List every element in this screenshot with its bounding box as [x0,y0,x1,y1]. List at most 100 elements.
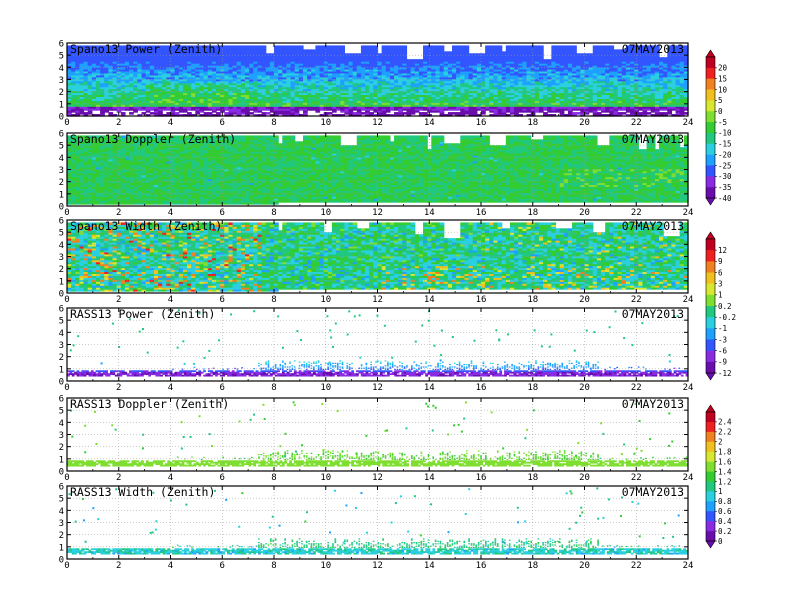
cell [435,45,440,48]
cell [464,45,469,48]
cell [369,45,374,48]
cell [481,53,486,56]
cell [440,45,445,48]
cell [547,59,552,62]
cell [224,45,229,48]
cell [659,57,664,60]
cell [266,112,271,115]
cell [394,112,399,115]
cell [597,112,602,115]
cell [564,45,569,48]
cell [336,45,341,48]
cell [576,53,581,56]
cell [241,45,246,48]
cell [576,112,581,115]
cell [543,112,548,115]
cell [394,45,399,48]
cell [473,53,478,56]
cell [315,45,320,48]
cell [282,45,287,48]
cell [349,53,354,56]
cell [448,112,453,115]
cell [539,45,544,48]
cell [344,53,349,56]
cell [286,45,291,48]
cell [129,112,134,115]
cell [249,45,254,48]
cell [572,112,577,115]
cell [328,112,333,115]
cell [551,45,556,48]
cell [204,112,209,115]
cell [245,45,250,48]
cell [543,59,548,62]
cell [469,53,474,56]
cell [423,45,428,48]
cell [187,112,192,115]
cell [311,49,316,52]
cell [448,51,453,54]
cell [353,112,358,115]
cell [121,112,126,115]
cell [593,45,598,48]
cell [228,45,233,48]
heatmap-cells [67,45,689,116]
cell [572,45,577,48]
cell [361,112,366,115]
cell [419,112,424,115]
cell [390,45,395,48]
cell [382,45,387,48]
cell [369,112,374,115]
cell [299,45,304,48]
cell [456,112,461,115]
cell [522,45,527,48]
cell [406,59,411,62]
cell [452,45,457,48]
cell [361,45,366,48]
cell [527,45,532,48]
cell [663,112,668,115]
cell [663,57,668,60]
cell [514,45,519,48]
cell [291,45,296,48]
cell [328,45,333,48]
cell [233,45,238,48]
cell [560,45,565,48]
cell [568,45,573,48]
cell [249,112,254,115]
cell [142,112,147,115]
cell [431,45,436,48]
cell [589,53,594,56]
cell [266,53,271,56]
cell [485,45,490,48]
cell [262,112,267,115]
cell [402,45,407,48]
cell [378,53,383,56]
cell [638,112,643,115]
cell [498,45,503,48]
cell [320,45,325,48]
cell [332,45,337,48]
cell [456,45,461,48]
cell [444,51,449,54]
cell [415,59,420,62]
cell [506,45,511,48]
cell [278,45,283,48]
cell [257,45,262,48]
cell [224,112,229,115]
cell [398,45,403,48]
cell [253,45,258,48]
cell [175,112,180,115]
cell [601,45,606,48]
cell [295,45,300,48]
cell [585,53,590,56]
cell [216,112,221,115]
cell [556,45,561,48]
cell [340,45,345,48]
cell [452,112,457,115]
cell [460,45,465,48]
cell [419,59,424,62]
cell [609,45,614,48]
cell [262,45,267,48]
